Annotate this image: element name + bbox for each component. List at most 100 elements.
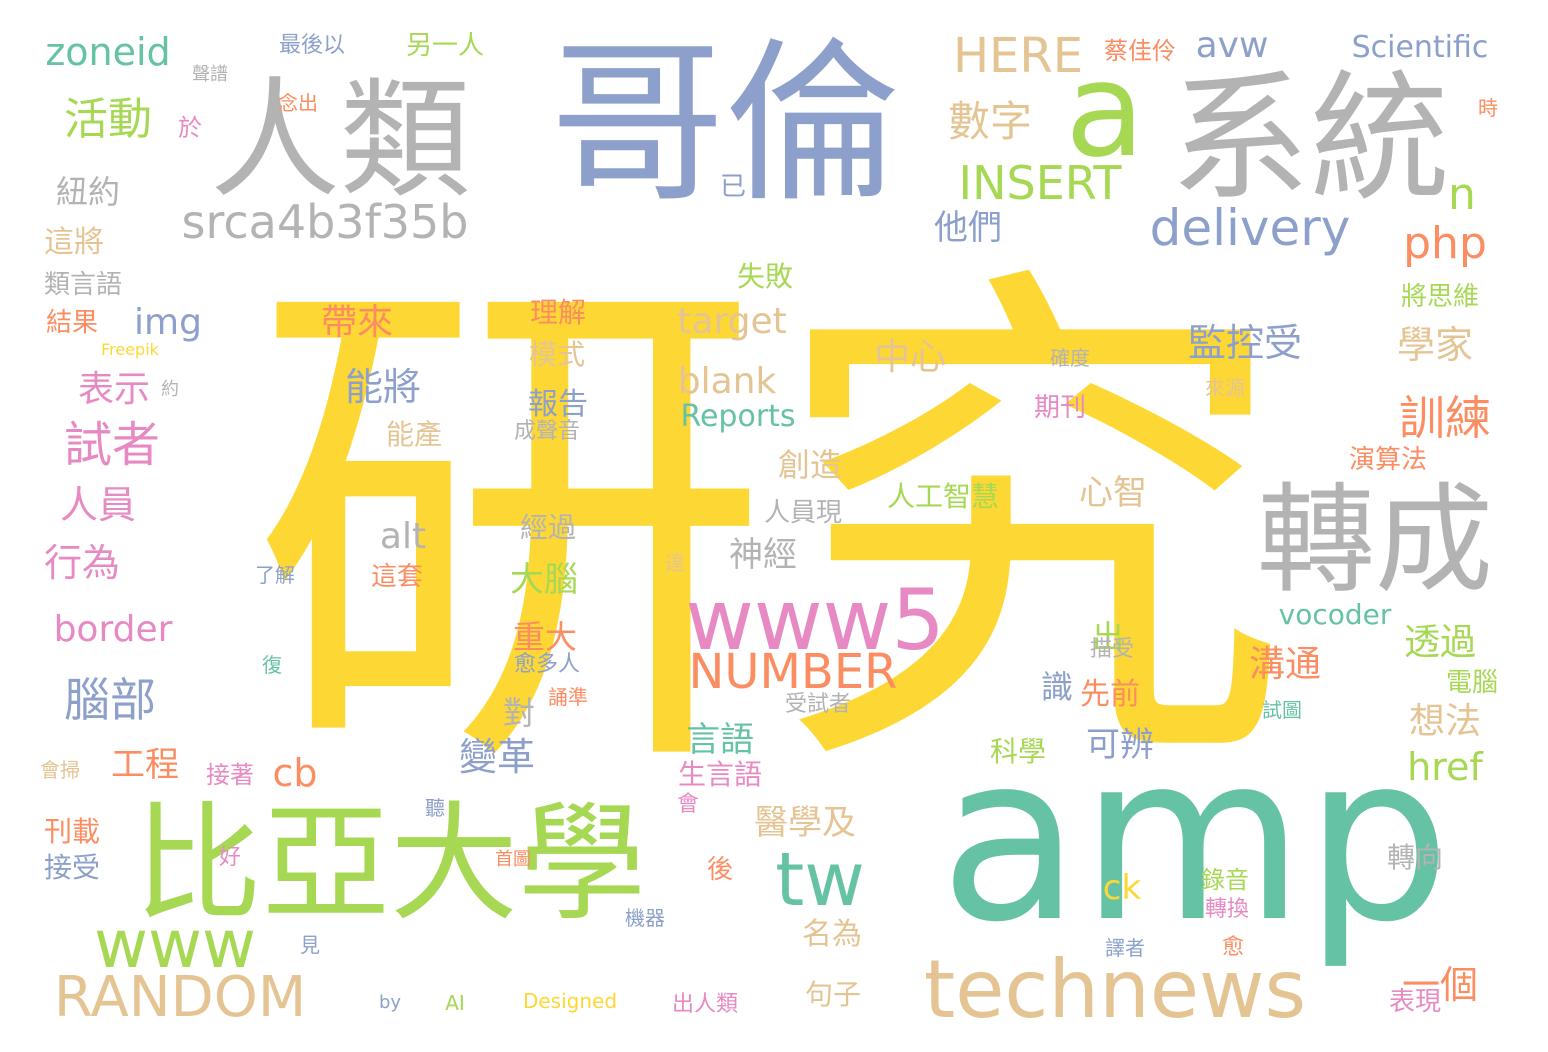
word-jian: 見 [300, 933, 320, 957]
word-juzi: 句子 [804, 978, 862, 1011]
word-delivery: delivery [1149, 199, 1351, 257]
word-href: href [1407, 745, 1483, 789]
word-here: HERE [952, 28, 1084, 84]
word-yi: 已 [719, 172, 747, 202]
word-yige: 一個 [1401, 963, 1479, 1007]
word-shi2: 時 [1478, 96, 1498, 120]
word-yue: 約 [161, 379, 179, 400]
word-biyadaxue: 比亞大學 [133, 790, 647, 939]
word-shibai: 失敗 [736, 260, 794, 293]
word-yansuanfa: 演算法 [1348, 445, 1428, 475]
word-target: target [677, 301, 787, 342]
word-zhongxin: 中心 [873, 337, 947, 378]
word-shengpu: 聲譜 [192, 64, 228, 85]
word-liaojie: 了解 [255, 563, 295, 587]
word-technews: technews [923, 943, 1307, 1036]
word-shenjing: 神經 [729, 535, 797, 575]
word-yixueji: 醫學及 [754, 803, 856, 843]
word-chu: 出 [1091, 618, 1125, 656]
word-insert: INSERT [958, 156, 1122, 210]
word-leiyanyu: 類言語 [43, 270, 123, 300]
word-shengyanyu: 生言語 [677, 758, 763, 791]
word-xingwei: 行為 [43, 541, 121, 585]
word-zhejiang: 這將 [44, 225, 104, 260]
word-churenlei: 出人類 [671, 992, 739, 1017]
word-kanzai: 刊載 [43, 815, 101, 848]
word-nianchu: 念出 [278, 91, 318, 115]
word-biaoxian: 表現 [1388, 987, 1442, 1017]
word-tw: tw [775, 837, 865, 923]
word-shoushizhe: 受試者 [784, 692, 852, 717]
word-jiankongshou: 監控受 [1187, 321, 1303, 365]
word-freepik: Freepik [101, 340, 159, 359]
word-lingyiren: 另一人 [405, 31, 485, 61]
word-zhuancheng: 轉成 [1256, 471, 1494, 609]
word-zhetao: 這套 [370, 562, 424, 592]
word-lijie: 理解 [529, 296, 587, 329]
word-a: a [1065, 34, 1145, 186]
word-biange: 變革 [458, 735, 536, 779]
word-ai: AI [445, 991, 465, 1015]
word-qikan: 期刊 [1033, 393, 1087, 423]
word-hao: 好 [218, 845, 242, 870]
word-jieshou: 接受 [43, 851, 101, 884]
word-laiyuan: 來源 [1205, 376, 1245, 400]
word-shoutu: 首圖 [495, 849, 531, 870]
word-huodong: 活動 [64, 94, 152, 145]
word-zhongda: 重大 [512, 618, 578, 656]
word-songzhun: 誦準 [548, 685, 588, 709]
word-kexue: 科學 [989, 735, 1047, 768]
word-avw: avw [1195, 25, 1269, 66]
word-yu2: 愈 [1221, 935, 1245, 960]
word-tamen: 他們 [934, 208, 1002, 248]
word-gongcheng: 工程 [111, 745, 179, 785]
word-naobu: 腦部 [64, 673, 156, 727]
word-jieguo: 結果 [45, 308, 99, 338]
word-rengongzhihui: 人工智慧 [886, 480, 1000, 513]
word-dailai: 帶來 [320, 302, 394, 343]
word-nengjiang: 能將 [344, 365, 422, 409]
word-kebian: 可辨 [1086, 725, 1154, 765]
word-diannao: 電腦 [1445, 668, 1499, 698]
word-shizhe: 試者 [63, 417, 161, 473]
word-moshi: 模式 [528, 338, 586, 371]
word-biaoshi: 表示 [77, 369, 151, 410]
word-niuyue: 紐約 [55, 173, 121, 211]
word-nengchan: 能產 [385, 418, 443, 451]
word-fu: 復 [262, 653, 282, 677]
word-gelun: 哥倫 [550, 23, 900, 227]
word-reports: Reports [680, 399, 796, 434]
word-dui: 對 [502, 694, 536, 732]
word-chengshengyin: 成聲音 [513, 419, 581, 444]
word-goutong: 溝通 [1248, 644, 1322, 685]
word-miaoshou: 描受 [1089, 637, 1135, 662]
word-designed: Designed [522, 989, 618, 1013]
word-shitu: 試圖 [1262, 698, 1302, 722]
word-mingwei: 名為 [802, 917, 862, 952]
word-ting: 聽 [425, 796, 445, 820]
word-huisao: 會掃 [40, 758, 80, 782]
word-vocoder: vocoder [1278, 598, 1392, 631]
word-scientific: Scientific [1351, 30, 1489, 65]
word-img: img [134, 302, 202, 343]
word-jiezhe: 接著 [206, 761, 254, 789]
word-caijialing: 蔡佳伶 [1104, 37, 1176, 65]
word-shi: 識 [1040, 668, 1074, 706]
word-zoneid: zoneid [45, 30, 171, 74]
word-xunlian: 訓練 [1399, 391, 1491, 445]
word-yu: 於 [178, 114, 202, 142]
word-random: RANDOM [53, 965, 307, 1030]
word-n: n [1448, 169, 1476, 220]
word-renlei: 人類 [209, 64, 471, 216]
word-by: by [378, 992, 402, 1013]
word-alt: alt [379, 516, 427, 557]
word-hui: 會 [676, 792, 700, 817]
word-www: www [94, 906, 256, 983]
word-blank: blank [677, 361, 777, 402]
word-yuduoren: 愈多人 [513, 652, 581, 677]
word-cb: cb [272, 751, 318, 795]
word-hou: 後 [706, 855, 734, 885]
word-xianqian: 先前 [1080, 677, 1140, 712]
word-jiangsiwei: 將思維 [1400, 282, 1480, 312]
word-renyuanxian: 人員現 [763, 498, 843, 528]
